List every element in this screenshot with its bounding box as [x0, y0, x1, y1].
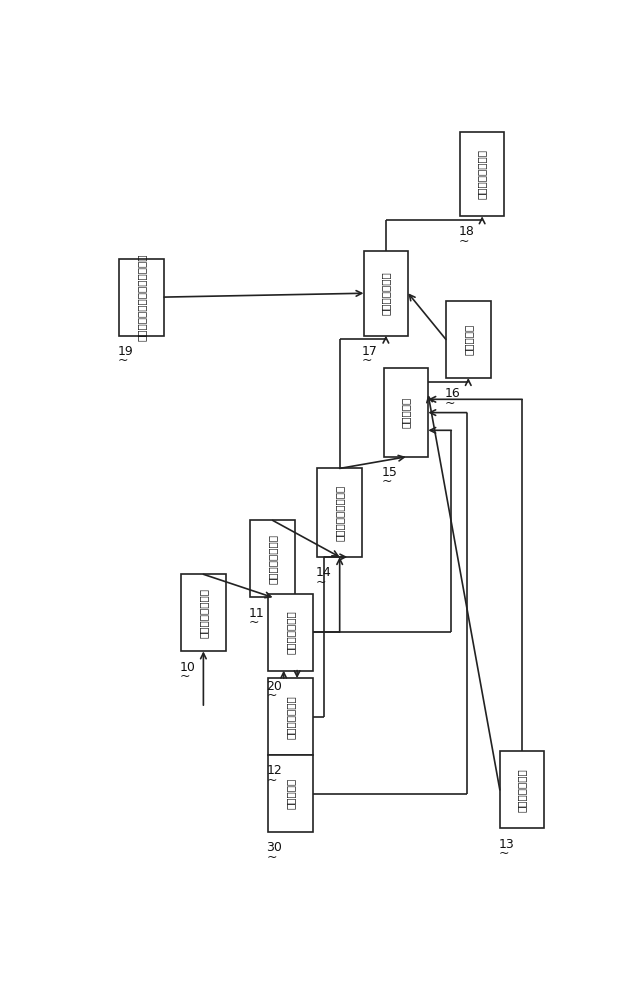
- Bar: [500, 751, 544, 828]
- Text: 光电转换器: 光电转换器: [463, 324, 473, 355]
- Text: 配置文件读取模块: 配置文件读取模块: [198, 588, 208, 638]
- Text: 虚回路检测模块: 虚回路检测模块: [381, 271, 391, 315]
- Bar: [363, 251, 408, 336]
- Text: ~: ~: [498, 847, 509, 860]
- Bar: [268, 594, 313, 671]
- Text: 14: 14: [316, 566, 331, 579]
- Text: 20: 20: [267, 680, 283, 693]
- Bar: [460, 132, 504, 216]
- Text: ~: ~: [458, 235, 469, 248]
- Text: ~: ~: [316, 575, 326, 588]
- Text: 数字信号发生器: 数字信号发生器: [285, 695, 296, 739]
- Text: ~: ~: [118, 354, 128, 367]
- Text: 13: 13: [498, 838, 514, 851]
- Text: 30: 30: [267, 841, 283, 854]
- Bar: [383, 368, 428, 457]
- Text: 智能操作箱: 智能操作箱: [285, 778, 296, 809]
- Text: ~: ~: [267, 774, 277, 787]
- Text: ~: ~: [382, 475, 392, 488]
- Text: 工业交换机: 工业交换机: [401, 397, 411, 428]
- Bar: [119, 259, 164, 336]
- Bar: [268, 678, 313, 755]
- Text: 19: 19: [118, 345, 134, 358]
- Text: 检测报告输出模块: 检测报告输出模块: [477, 149, 487, 199]
- Text: ~: ~: [249, 616, 260, 629]
- Text: ~: ~: [444, 396, 455, 409]
- Text: 16: 16: [444, 387, 460, 400]
- Text: 17: 17: [362, 345, 378, 358]
- Text: ~: ~: [267, 851, 277, 864]
- Text: 标准设计回路数据文件读取模块: 标准设计回路数据文件读取模块: [137, 253, 147, 341]
- Text: 配置文件解析模块: 配置文件解析模块: [268, 534, 278, 584]
- Bar: [181, 574, 226, 651]
- Text: ~: ~: [179, 670, 190, 683]
- Text: 智能变电站合并单元: 智能变电站合并单元: [335, 485, 345, 541]
- Text: 12: 12: [267, 764, 282, 777]
- Text: 15: 15: [382, 466, 398, 479]
- Bar: [268, 755, 313, 832]
- Text: 18: 18: [458, 225, 474, 238]
- Bar: [251, 520, 295, 597]
- Text: 智能变电站后台: 智能变电站后台: [517, 768, 527, 812]
- Text: 10: 10: [179, 661, 196, 674]
- Bar: [317, 468, 362, 557]
- Text: ~: ~: [362, 354, 372, 367]
- Text: 11: 11: [249, 607, 265, 620]
- Text: 智能设备采集卡: 智能设备采集卡: [285, 610, 296, 654]
- Bar: [446, 301, 490, 378]
- Text: ~: ~: [267, 689, 277, 702]
